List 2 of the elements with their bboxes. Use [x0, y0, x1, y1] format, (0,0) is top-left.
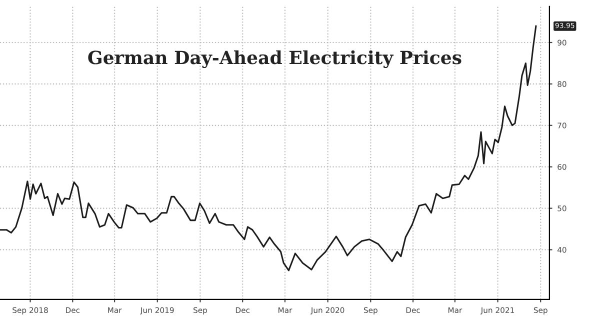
text: German Day-Ahead Electricity Prices	[88, 50, 462, 68]
line-series	[0, 25, 537, 272]
